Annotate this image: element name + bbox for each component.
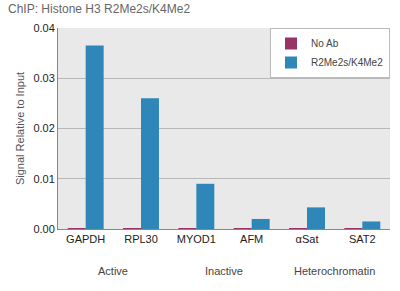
svg-text:0.00: 0.00 [33,223,54,235]
svg-text:αSat: αSat [296,233,319,245]
svg-text:0.03: 0.03 [33,72,54,84]
svg-text:0.04: 0.04 [33,22,54,34]
svg-text:0.01: 0.01 [33,173,54,185]
svg-text:AFM: AFM [240,233,263,245]
svg-text:No Ab: No Ab [311,38,339,49]
svg-text:Inactive: Inactive [205,265,243,277]
svg-text:ChIP: Histone H3 R2Me2s/K4Me2: ChIP: Histone H3 R2Me2s/K4Me2 [8,2,190,16]
svg-text:Heterochromatin: Heterochromatin [294,265,375,277]
svg-text:R2Me2s/K4Me2: R2Me2s/K4Me2 [311,57,383,68]
svg-text:SAT2: SAT2 [349,233,376,245]
svg-text:MYOD1: MYOD1 [177,233,216,245]
svg-text:0.02: 0.02 [33,122,54,134]
svg-text:Signal Relative to Input: Signal Relative to Input [14,72,26,185]
svg-text:Active: Active [98,265,128,277]
svg-text:RPL30: RPL30 [124,233,158,245]
svg-text:GAPDH: GAPDH [66,233,105,245]
